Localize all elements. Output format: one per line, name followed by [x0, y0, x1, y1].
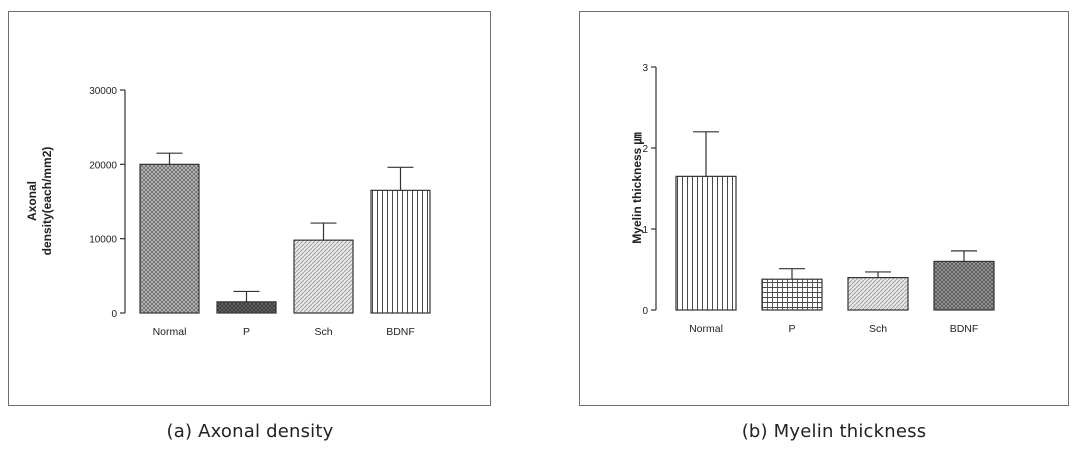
y-axis-label: Axonaldensity(each/mm2)	[25, 147, 54, 256]
chart-1: 0 1 2 3 Myelin thickness ㎛ Normal P Sch BDNF	[630, 63, 995, 335]
x-tick-label: BDNF	[950, 323, 979, 335]
bar-sch	[847, 277, 909, 311]
y-tick-label: 1	[642, 225, 648, 236]
chart-0: 0 10000 20000 30000 Axonaldensity(each/mm2) N…	[25, 86, 431, 338]
y-tick-label: 20000	[89, 160, 117, 171]
x-tick-label: Sch	[869, 323, 887, 335]
y-tick-label: 0	[642, 306, 648, 317]
bar-sch	[293, 239, 354, 314]
bar-normal	[675, 175, 737, 311]
x-tick-label: BDNF	[386, 326, 415, 338]
y-tick-label: 2	[642, 144, 648, 155]
y-tick-label: 10000	[89, 235, 117, 246]
bar-bdnf	[370, 189, 431, 314]
y-tick-label: 0	[111, 309, 117, 320]
bar-p	[216, 301, 277, 314]
caption-myelin-thickness: (b) Myelin thickness	[741, 421, 927, 442]
bar-bdnf	[933, 260, 995, 311]
y-tick-label: 3	[642, 63, 648, 74]
chart-panel-myelin-thickness	[579, 11, 1069, 406]
x-tick-label: Sch	[314, 326, 332, 338]
x-tick-label: P	[788, 323, 795, 335]
caption-axonal-density: (a) Axonal density	[166, 421, 334, 442]
x-tick-label: Normal	[153, 326, 187, 338]
bar-normal	[139, 163, 200, 314]
x-tick-label: Normal	[689, 323, 723, 335]
y-tick-label: 30000	[89, 86, 117, 97]
y-axis-label: Myelin thickness ㎛	[630, 132, 644, 243]
x-tick-label: P	[243, 326, 250, 338]
bar-p	[761, 278, 823, 311]
